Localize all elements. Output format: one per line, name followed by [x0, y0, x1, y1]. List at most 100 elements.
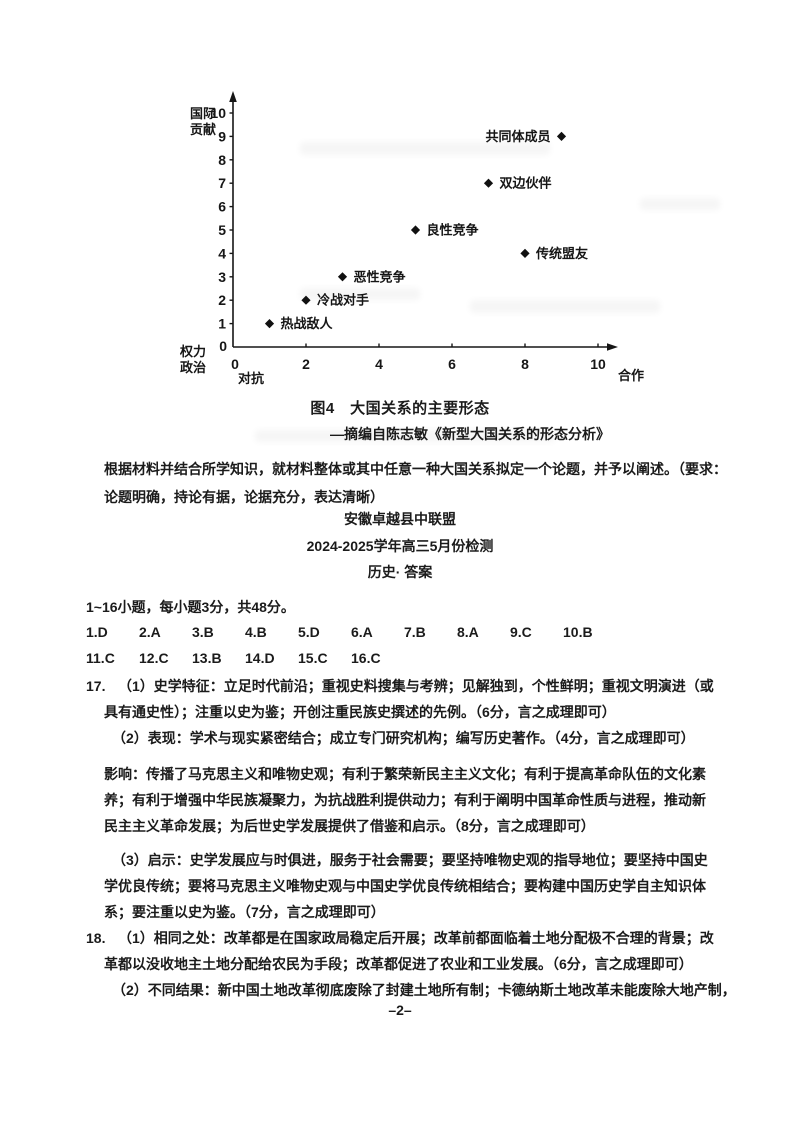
choice-answer: 1.D	[86, 624, 108, 640]
answer-text: 学优良传统；要将马克思主义唯物史观与中国史学优良传统相结合；要构建中国历史学自主…	[104, 878, 706, 894]
x-tick-label: 0	[231, 356, 239, 372]
figure-source: —摘编自陈志敏《新型大国关系的形态分析》	[330, 426, 610, 442]
question-line: 论题明确，持论有据，论据充分，表达清晰）	[104, 489, 384, 505]
choice-answer: 12.C	[139, 650, 169, 666]
data-point-diamond-icon	[520, 248, 530, 258]
answer-line: （2）不同结果：新中国土地改革彻底废除了封建土地所有制；卡德纳斯土地改革未能废除…	[0, 981, 800, 1007]
answer-text: （2）不同结果：新中国土地改革彻底废除了封建土地所有制；卡德纳斯土地改革未能废除…	[112, 982, 736, 998]
choice-answer: 7.B	[404, 624, 426, 640]
y-tick-label: 3	[218, 269, 226, 285]
x-axis-title: 政治	[180, 360, 206, 375]
y-tick-label: 4	[218, 245, 226, 261]
y-tick-label: 0	[219, 338, 227, 354]
question-line: 根据材料并结合所学知识，就材料整体或其中任意一种大国关系拟定一个论题，并予以阐述…	[104, 461, 727, 477]
answer-text: 具有通史性）；注重以史为鉴；开创注重民族史撰述的先例。（6分，言之成理即可）	[104, 704, 616, 720]
choice-answer: 8.A	[457, 624, 479, 640]
answer-line: 革都以没收地主土地分配给农民为手段；改革都促进了农业和工业发展。（6分，言之成理…	[0, 955, 800, 981]
data-point-diamond-icon	[301, 295, 311, 305]
free-response-answers: 17. （1）史学特征：立足时代前沿；重视史料搜集与考辨；见解独到，个性鲜明；重视…	[0, 677, 800, 1007]
answer-line: 学优良传统；要将马克思主义唯物史观与中国史学优良传统相结合；要构建中国历史学自主…	[0, 877, 800, 903]
y-tick-label: 6	[218, 199, 226, 215]
data-point-diamond-icon	[264, 319, 275, 329]
choice-answer: 9.C	[510, 624, 532, 640]
data-point-label: 良性竞争	[427, 223, 479, 238]
y-tick-label: 10	[210, 105, 226, 121]
y-axis-title: 国际	[190, 106, 216, 121]
answer-text: （3）启示：史学发展应与时俱进，服务于社会需要；要坚持唯物史观的指导地位；要坚持…	[112, 852, 708, 868]
choice-answer: 16.C	[351, 650, 381, 666]
y-tick-label: 5	[218, 222, 226, 238]
league-title: 安徽卓越县中联盟	[344, 511, 456, 527]
subject-answer-title: 历史· 答案	[367, 564, 433, 580]
choice-answer: 10.B	[563, 624, 593, 640]
choice-answer-row: 1.D 2.A 3.B 4.B 5.D 6.A 7.B 8.A 9.C 10.B	[86, 623, 616, 641]
answer-line: 影响：传播了马克思主义和唯物史观；有利于繁荣新民主主义文化；有利于提高革命队伍的…	[0, 765, 800, 791]
y-tick-label: 2	[218, 292, 226, 308]
scan-bleed-artifact	[300, 288, 420, 300]
scan-bleed-artifact	[255, 430, 555, 442]
answer-line: （2）表现：学术与现实紧密结合；成立专门研究机构；编写历史著作。（4分，言之成理…	[0, 729, 800, 755]
answer-text: （1）史学特征：立足时代前沿；重视史料搜集与考辨；见解独到，个性鲜明；重视文明演…	[118, 678, 714, 694]
question-number: 17.	[86, 678, 106, 694]
x-axis-right-label: 合作	[618, 368, 644, 383]
choice-answer-row: 11.C 12.C 13.B 14.D 15.C 16.C	[86, 649, 616, 667]
x-tick-label: 10	[590, 356, 606, 372]
data-point-diamond-icon	[337, 272, 348, 282]
answer-line: 具有通史性）；注重以史为鉴；开创注重民族史撰述的先例。（6分，言之成理即可）	[0, 703, 800, 729]
data-point-diamond-icon	[556, 131, 567, 141]
x-axis-title: 权力	[179, 344, 206, 359]
y-axis-arrow-icon	[229, 91, 237, 102]
x-axis-left-label: 对抗	[238, 371, 264, 386]
data-point-label: 共同体成员	[485, 129, 550, 144]
choice-answer: 6.A	[351, 624, 373, 640]
choice-answer: 13.B	[192, 650, 222, 666]
data-point-label: 双边伙伴	[500, 176, 552, 191]
answer-text: （2）表现：学术与现实紧密结合；成立专门研究机构；编写历史著作。（4分，言之成理…	[112, 730, 695, 746]
essay-question: 根据材料并结合所学知识，就材料整体或其中任意一种大国关系拟定一个论题，并予以阐述…	[104, 455, 764, 511]
x-tick-label: 8	[521, 356, 529, 372]
answer-line: （3）启示：史学发展应与时俱进，服务于社会需要；要坚持唯物史观的指导地位；要坚持…	[0, 851, 800, 877]
y-tick-label: 1	[218, 316, 226, 332]
choice-answer: 5.D	[298, 624, 320, 640]
data-point-diamond-icon	[483, 178, 494, 188]
x-axis-arrow-icon	[607, 343, 618, 351]
y-tick-label: 9	[218, 128, 226, 144]
y-tick-label: 7	[218, 175, 226, 191]
multiple-choice-section: 1~16小题，每小题3分，共48分。 1.D 2.A 3.B 4.B 5.D 6.A 7.B…	[86, 598, 616, 667]
x-tick-label: 2	[302, 356, 310, 372]
figure-caption: 图4 大国关系的主要形态	[310, 400, 490, 417]
answer-line: 系；要注重以史为鉴。（7分，言之成理即可）	[0, 903, 800, 929]
answer-text: 养；有利于增强中华民族凝聚力，为抗战胜利提供动力；有利于阐明中国革命性质与进程，…	[104, 792, 706, 808]
choice-answer: 3.B	[192, 624, 214, 640]
choice-answer: 4.B	[245, 624, 267, 640]
exam-session-title: 2024-2025学年高三5月份检测	[306, 538, 494, 554]
answer-text: 革都以没收地主土地分配给农民为手段；改革都促进了农业和工业发展。（6分，言之成理…	[104, 956, 693, 972]
answer-line: 养；有利于增强中华民族凝聚力，为抗战胜利提供动力；有利于阐明中国革命性质与进程，…	[0, 791, 800, 817]
data-point-label: 热战敌人	[281, 316, 334, 331]
answer-line: 17. （1）史学特征：立足时代前沿；重视史料搜集与考辨；见解独到，个性鲜明；重视…	[0, 677, 800, 703]
answer-text: 民主主义革命发展；为后世史学发展提供了借鉴和启示。（8分，言之成理即可）	[104, 818, 595, 834]
data-point-diamond-icon	[410, 225, 421, 235]
answer-text: 影响：传播了马克思主义和唯物史观；有利于繁荣新民主主义文化；有利于提高革命队伍的…	[104, 766, 706, 782]
data-point-label: 冷战对手	[317, 293, 369, 308]
answer-line: 民主主义革命发展；为后世史学发展提供了借鉴和启示。（8分，言之成理即可）	[0, 817, 800, 843]
answer-text: 系；要注重以史为鉴。（7分，言之成理即可）	[104, 904, 385, 920]
page-number: –2–	[388, 1002, 412, 1018]
scan-bleed-artifact	[300, 142, 550, 155]
data-point-label: 传统盟友	[535, 246, 588, 261]
data-point-label: 恶性竞争	[354, 269, 406, 284]
x-tick-label: 4	[375, 356, 383, 372]
y-axis-title: 贡献	[190, 122, 216, 137]
scan-bleed-artifact	[470, 300, 660, 313]
y-tick-label: 8	[218, 152, 226, 168]
scan-bleed-artifact	[640, 198, 720, 210]
answer-line: 18. （1）相同之处：改革都是在国家政局稳定后开展；改革前都面临着土地分配极不合…	[0, 929, 800, 955]
choice-answer: 2.A	[139, 624, 161, 640]
choice-answer: 14.D	[245, 650, 275, 666]
answer-text: （1）相同之处：改革都是在国家政局稳定后开展；改革前都面临着土地分配极不合理的背…	[118, 930, 714, 946]
choice-answer: 11.C	[86, 650, 115, 666]
question-number: 18.	[86, 930, 106, 946]
choice-answer: 15.C	[298, 650, 328, 666]
score-note: 1~16小题，每小题3分，共48分。	[86, 599, 295, 615]
